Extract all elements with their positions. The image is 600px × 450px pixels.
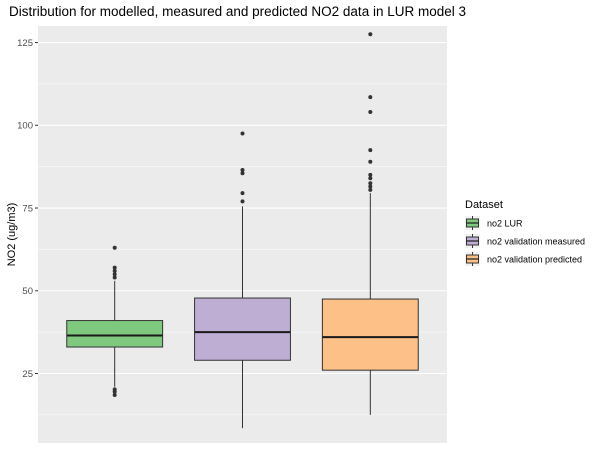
outlier-point — [368, 159, 373, 164]
outlier-point — [368, 172, 373, 177]
outlier-point — [112, 275, 117, 280]
box-2 — [321, 298, 419, 371]
y-tick-label: 75 — [22, 203, 33, 214]
outlier-point — [112, 272, 117, 277]
outlier-point — [240, 131, 245, 136]
outlier-point — [368, 184, 373, 189]
y-tick-label: 50 — [22, 286, 33, 297]
outlier-point — [368, 110, 373, 115]
outlier-point — [368, 187, 373, 192]
box-0 — [66, 320, 164, 348]
outlier-point — [112, 268, 117, 273]
outlier-point — [112, 387, 117, 392]
y-tick-label: 100 — [17, 121, 33, 132]
chart-title: Distribution for modelled, measured and … — [9, 4, 466, 19]
legend-label: no2 validation predicted — [487, 255, 582, 265]
outlier-point — [368, 148, 373, 153]
outlier-point — [240, 191, 245, 196]
outlier-point — [240, 199, 245, 204]
outlier-point — [112, 265, 117, 270]
outlier-point — [112, 245, 117, 250]
y-tick-label: 125 — [17, 38, 33, 49]
outlier-point — [368, 95, 373, 100]
legend-label: no2 LUR — [487, 219, 523, 229]
y-tick-label: 25 — [22, 369, 33, 380]
legend-title: Dataset — [465, 199, 503, 211]
y-axis-title: NO2 (ug/m3) — [6, 203, 18, 267]
legend-label: no2 validation measured — [487, 237, 585, 247]
outlier-point — [240, 171, 245, 176]
box-1 — [194, 297, 291, 361]
outlier-point — [368, 176, 373, 181]
outlier-point — [112, 393, 117, 398]
outlier-point — [368, 181, 373, 186]
outlier-point — [240, 167, 245, 172]
outlier-point — [368, 32, 373, 37]
